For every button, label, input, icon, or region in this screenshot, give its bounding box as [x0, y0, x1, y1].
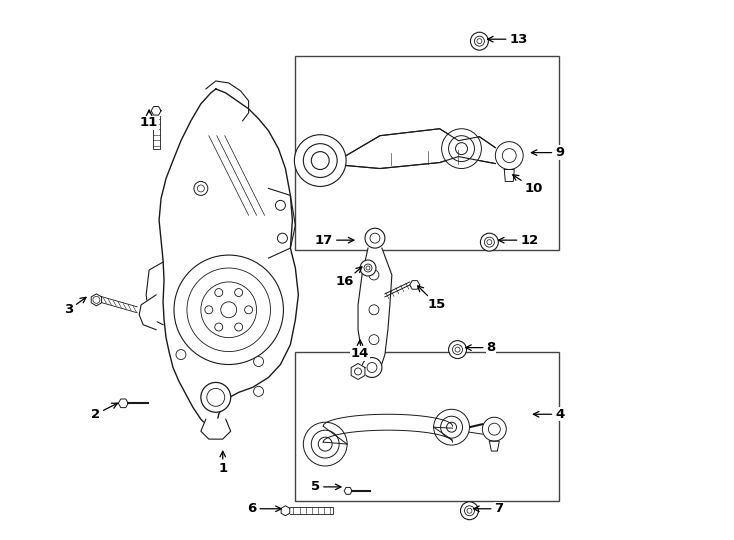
- Polygon shape: [281, 506, 290, 516]
- Circle shape: [362, 357, 382, 377]
- Circle shape: [303, 422, 347, 466]
- Polygon shape: [410, 281, 420, 289]
- Circle shape: [495, 141, 523, 170]
- Circle shape: [205, 306, 213, 314]
- Circle shape: [275, 200, 286, 210]
- Circle shape: [482, 417, 506, 441]
- Bar: [295, 56, 559, 250]
- Circle shape: [235, 323, 243, 331]
- Text: 14: 14: [351, 340, 369, 360]
- Polygon shape: [351, 363, 365, 380]
- Text: 2: 2: [91, 403, 117, 421]
- Circle shape: [253, 387, 264, 396]
- Circle shape: [448, 341, 467, 359]
- Circle shape: [360, 260, 376, 276]
- Circle shape: [311, 152, 329, 170]
- Circle shape: [215, 288, 222, 296]
- Text: 10: 10: [513, 175, 542, 195]
- Circle shape: [369, 305, 379, 315]
- Circle shape: [440, 416, 462, 438]
- Circle shape: [311, 430, 339, 458]
- Text: 9: 9: [531, 146, 564, 159]
- Circle shape: [481, 233, 498, 251]
- Polygon shape: [346, 129, 495, 168]
- Circle shape: [215, 323, 222, 331]
- Circle shape: [244, 306, 252, 314]
- Text: 12: 12: [498, 234, 539, 247]
- Circle shape: [460, 502, 479, 519]
- Circle shape: [442, 129, 482, 168]
- Bar: [295, 352, 559, 501]
- Circle shape: [253, 356, 264, 367]
- Circle shape: [470, 32, 488, 50]
- Polygon shape: [201, 419, 230, 439]
- Text: 4: 4: [534, 408, 564, 421]
- Circle shape: [194, 181, 208, 195]
- Circle shape: [176, 349, 186, 360]
- Circle shape: [446, 422, 457, 432]
- Text: 7: 7: [473, 502, 504, 515]
- Text: 8: 8: [465, 341, 495, 354]
- Text: 1: 1: [218, 451, 228, 476]
- Circle shape: [369, 270, 379, 280]
- Text: 13: 13: [487, 33, 528, 46]
- Polygon shape: [151, 106, 161, 115]
- Polygon shape: [91, 294, 101, 306]
- Circle shape: [303, 144, 337, 178]
- Text: 5: 5: [311, 481, 341, 494]
- Circle shape: [448, 136, 474, 161]
- Polygon shape: [139, 295, 156, 330]
- Polygon shape: [159, 89, 298, 427]
- Circle shape: [369, 335, 379, 345]
- Circle shape: [235, 288, 243, 296]
- Text: 15: 15: [418, 286, 446, 312]
- Circle shape: [456, 143, 468, 154]
- Text: 16: 16: [335, 267, 362, 288]
- Polygon shape: [358, 248, 392, 369]
- Circle shape: [319, 437, 333, 451]
- Polygon shape: [118, 399, 128, 408]
- Circle shape: [277, 233, 288, 243]
- Circle shape: [201, 382, 230, 412]
- Circle shape: [365, 228, 385, 248]
- Circle shape: [434, 409, 470, 445]
- Circle shape: [294, 134, 346, 186]
- Text: 11: 11: [140, 110, 159, 129]
- Text: 6: 6: [247, 502, 281, 515]
- Polygon shape: [344, 488, 352, 494]
- Text: 17: 17: [315, 234, 354, 247]
- Text: 3: 3: [65, 298, 86, 316]
